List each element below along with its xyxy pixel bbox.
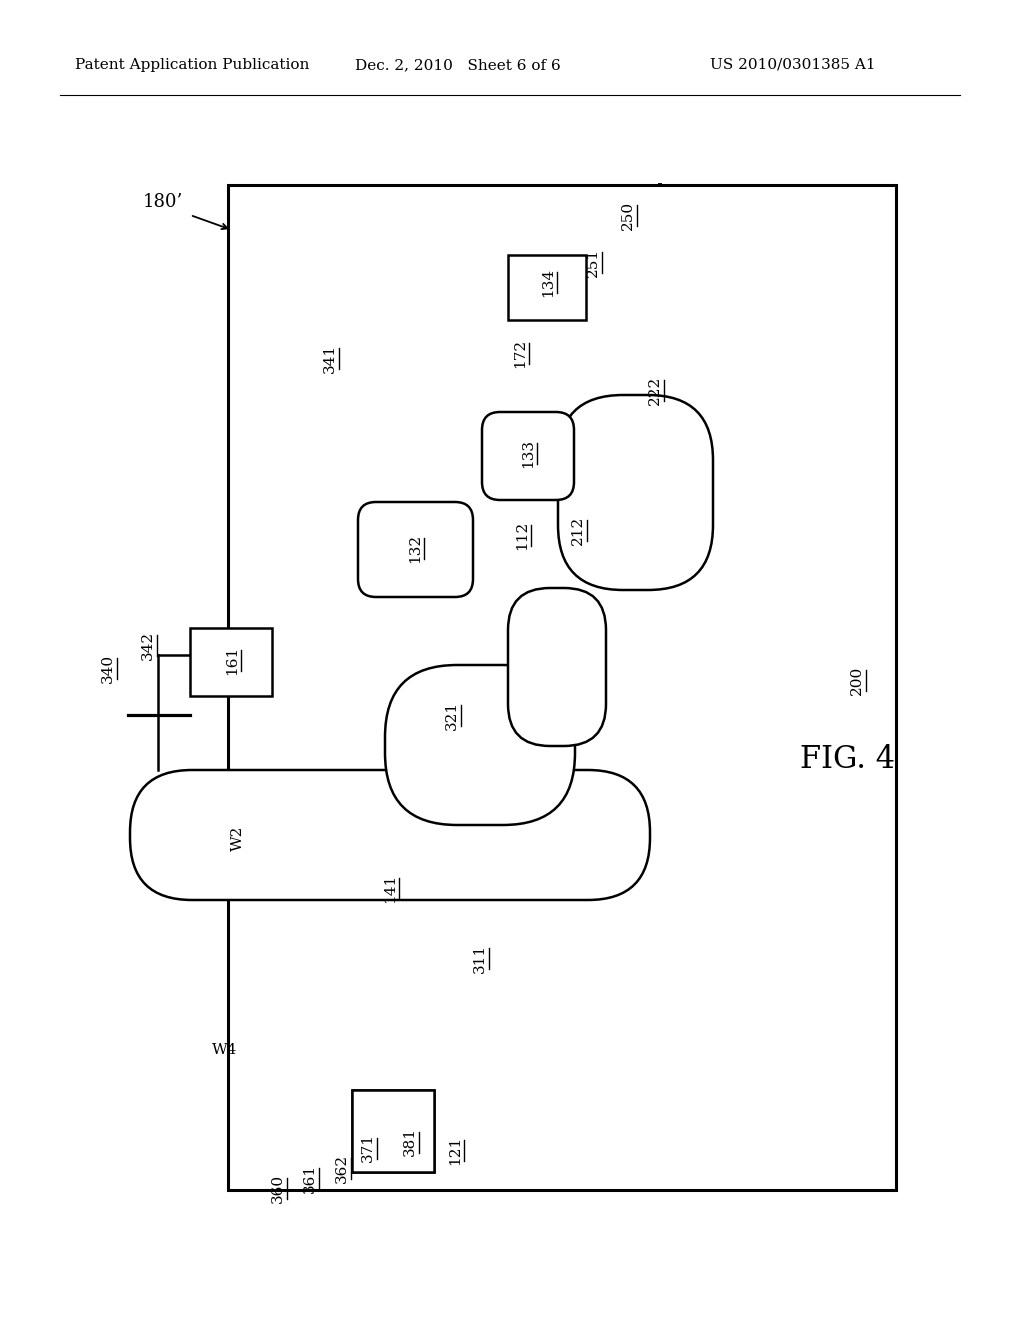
- Text: 371: 371: [361, 1134, 375, 1163]
- Text: 362: 362: [335, 1154, 349, 1183]
- Text: 161: 161: [225, 645, 239, 675]
- Text: 112: 112: [515, 520, 529, 549]
- Text: 172: 172: [513, 338, 527, 367]
- FancyBboxPatch shape: [358, 502, 473, 597]
- Text: 360: 360: [271, 1173, 285, 1203]
- Text: 212: 212: [571, 515, 585, 545]
- Text: 251: 251: [586, 247, 600, 277]
- Text: 381: 381: [403, 1127, 417, 1156]
- Text: 200: 200: [850, 665, 864, 694]
- Bar: [352, 1090, 434, 1172]
- Text: 321: 321: [445, 701, 459, 730]
- Text: 311: 311: [473, 944, 487, 973]
- Text: 340: 340: [101, 653, 115, 682]
- Text: 121: 121: [449, 1135, 462, 1164]
- Text: 250: 250: [621, 201, 635, 230]
- Text: 141: 141: [383, 874, 397, 903]
- Text: W4: W4: [212, 1043, 238, 1057]
- Bar: [190, 628, 272, 696]
- Bar: [508, 255, 586, 319]
- Text: 180’: 180’: [142, 193, 183, 211]
- Text: 132: 132: [408, 533, 422, 562]
- Text: US 2010/0301385 A1: US 2010/0301385 A1: [710, 58, 876, 73]
- Text: Patent Application Publication: Patent Application Publication: [75, 58, 309, 73]
- FancyBboxPatch shape: [482, 412, 574, 500]
- Text: Dec. 2, 2010   Sheet 6 of 6: Dec. 2, 2010 Sheet 6 of 6: [355, 58, 561, 73]
- FancyBboxPatch shape: [385, 665, 575, 825]
- FancyBboxPatch shape: [558, 395, 713, 590]
- Text: 133: 133: [521, 438, 535, 467]
- Text: 361: 361: [303, 1163, 317, 1192]
- FancyBboxPatch shape: [130, 770, 650, 900]
- Text: FIG. 4: FIG. 4: [801, 744, 896, 776]
- Bar: [394, 1090, 434, 1172]
- Text: W2: W2: [231, 825, 245, 850]
- FancyBboxPatch shape: [508, 587, 606, 746]
- Text: 134: 134: [541, 268, 555, 297]
- Bar: [228, 185, 896, 1191]
- Text: 342: 342: [141, 631, 155, 660]
- Text: 222: 222: [648, 375, 662, 405]
- Bar: [352, 1090, 392, 1172]
- Text: 341: 341: [323, 343, 337, 372]
